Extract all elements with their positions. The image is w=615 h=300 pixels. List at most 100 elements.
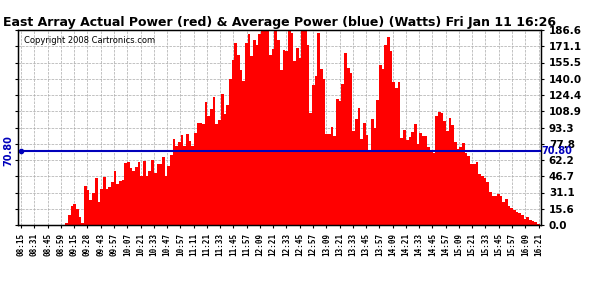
Bar bbox=[280, 70, 282, 225]
Bar bbox=[199, 123, 202, 225]
Bar bbox=[422, 136, 424, 225]
Bar bbox=[119, 181, 122, 225]
Bar bbox=[513, 211, 516, 225]
Bar bbox=[98, 202, 100, 225]
Bar bbox=[478, 174, 481, 225]
Bar bbox=[296, 49, 299, 225]
Bar bbox=[341, 84, 344, 225]
Bar bbox=[320, 69, 323, 225]
Bar bbox=[489, 192, 491, 225]
Bar bbox=[521, 215, 524, 225]
Bar bbox=[205, 101, 207, 225]
Bar bbox=[537, 224, 540, 225]
Bar bbox=[323, 79, 325, 225]
Bar bbox=[124, 163, 127, 225]
Bar bbox=[178, 142, 181, 225]
Bar bbox=[242, 81, 245, 225]
Bar bbox=[382, 69, 384, 225]
Bar bbox=[347, 68, 349, 225]
Bar bbox=[510, 208, 513, 225]
Bar bbox=[197, 123, 199, 225]
Bar bbox=[443, 121, 446, 225]
Bar bbox=[106, 189, 108, 225]
Title: East Array Actual Power (red) & Average Power (blue) (Watts) Fri Jan 11 16:26: East Array Actual Power (red) & Average … bbox=[3, 16, 557, 29]
Bar bbox=[165, 176, 167, 225]
Bar bbox=[467, 156, 470, 225]
Bar bbox=[274, 30, 277, 225]
Bar bbox=[365, 135, 368, 225]
Bar bbox=[229, 80, 232, 225]
Bar bbox=[317, 33, 320, 225]
Bar bbox=[151, 160, 154, 225]
Bar bbox=[272, 49, 274, 225]
Bar bbox=[207, 116, 210, 225]
Bar bbox=[529, 220, 532, 225]
Bar bbox=[518, 213, 521, 225]
Bar bbox=[202, 124, 205, 225]
Bar bbox=[371, 119, 374, 225]
Bar bbox=[226, 104, 229, 225]
Bar bbox=[213, 97, 215, 225]
Bar bbox=[411, 132, 414, 225]
Bar bbox=[459, 147, 462, 225]
Bar bbox=[148, 171, 151, 225]
Bar bbox=[333, 136, 336, 225]
Bar bbox=[416, 144, 419, 225]
Bar bbox=[140, 176, 143, 225]
Bar bbox=[524, 219, 526, 225]
Bar bbox=[269, 55, 272, 225]
Bar bbox=[162, 157, 165, 225]
Bar bbox=[505, 199, 508, 225]
Bar bbox=[71, 206, 73, 225]
Bar bbox=[210, 109, 213, 225]
Bar bbox=[331, 127, 333, 225]
Bar bbox=[398, 82, 400, 225]
Bar bbox=[339, 101, 341, 225]
Bar bbox=[301, 30, 304, 225]
Bar bbox=[432, 153, 435, 225]
Bar bbox=[264, 30, 266, 225]
Bar bbox=[449, 118, 451, 225]
Bar bbox=[290, 33, 293, 225]
Bar bbox=[266, 30, 269, 225]
Bar bbox=[374, 128, 376, 225]
Bar bbox=[376, 100, 379, 225]
Bar bbox=[379, 64, 382, 225]
Bar bbox=[344, 53, 347, 225]
Bar bbox=[68, 214, 71, 225]
Bar bbox=[221, 94, 223, 225]
Bar bbox=[325, 134, 328, 225]
Bar bbox=[111, 182, 114, 225]
Bar bbox=[73, 204, 76, 225]
Bar bbox=[191, 146, 194, 225]
Bar bbox=[90, 200, 92, 225]
Bar bbox=[328, 134, 331, 225]
Bar bbox=[502, 202, 505, 225]
Bar bbox=[526, 217, 529, 225]
Bar bbox=[122, 180, 124, 225]
Bar bbox=[245, 43, 248, 225]
Bar bbox=[237, 55, 240, 225]
Bar bbox=[189, 141, 191, 225]
Bar bbox=[419, 133, 422, 225]
Bar bbox=[108, 187, 111, 225]
Bar bbox=[427, 147, 430, 225]
Bar bbox=[250, 56, 253, 225]
Bar bbox=[441, 113, 443, 225]
Text: 70.80: 70.80 bbox=[3, 136, 14, 166]
Bar bbox=[430, 152, 432, 225]
Bar bbox=[253, 40, 256, 225]
Bar bbox=[451, 125, 454, 225]
Bar bbox=[481, 176, 483, 225]
Bar bbox=[186, 134, 189, 225]
Bar bbox=[84, 186, 87, 225]
Bar bbox=[352, 130, 355, 225]
Bar bbox=[368, 151, 371, 225]
Bar bbox=[223, 114, 226, 225]
Bar bbox=[491, 196, 494, 225]
Bar bbox=[114, 171, 116, 225]
Bar bbox=[349, 74, 352, 225]
Bar bbox=[167, 166, 170, 225]
Bar bbox=[175, 146, 178, 225]
Bar bbox=[293, 61, 296, 225]
